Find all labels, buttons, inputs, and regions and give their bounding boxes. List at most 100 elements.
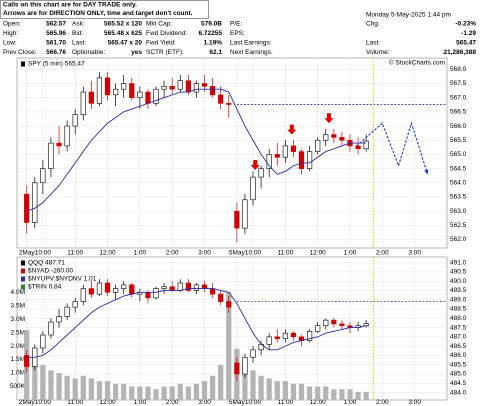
x-tick-label: 1:00 xyxy=(134,250,147,257)
candle-body xyxy=(258,168,264,178)
candle-body xyxy=(137,91,143,99)
volume-bar xyxy=(298,383,305,400)
candle-body xyxy=(226,103,232,105)
quote-value: 62.1 xyxy=(209,49,222,56)
candle-body xyxy=(282,145,288,158)
quote-value: yes xyxy=(131,49,142,56)
candle-body xyxy=(129,83,135,99)
quote-label: Chg: xyxy=(366,21,380,28)
volume-bar xyxy=(266,378,272,400)
x-tick-label: 3:00 xyxy=(198,399,211,406)
candle-body xyxy=(363,140,369,150)
quote-value: -1.29 xyxy=(461,30,476,37)
candle-body xyxy=(218,94,224,104)
volume-bar xyxy=(218,364,224,400)
candle-body xyxy=(72,301,78,308)
candle-body xyxy=(56,316,62,323)
volume-tick-label: 2.0M xyxy=(11,343,25,350)
volume-bar xyxy=(315,386,321,400)
candle-body xyxy=(331,319,337,325)
candle-body xyxy=(242,356,248,375)
volume-bar xyxy=(113,383,119,400)
quote-label: EPS: xyxy=(230,30,245,37)
candle-body xyxy=(266,154,272,169)
y-tick-label: 563.0 xyxy=(450,208,467,215)
candle-body xyxy=(96,282,103,295)
quote-label: Optionable: xyxy=(72,49,105,56)
quote-value: 562.57 xyxy=(46,21,66,28)
candle-body xyxy=(339,137,345,141)
y-tick-label: 484.0 xyxy=(450,389,467,396)
y-tick-label: 562.0 xyxy=(450,236,467,243)
volume-tick-label: 2.5M xyxy=(11,329,25,336)
y-tick-label: 488.0 xyxy=(450,315,467,322)
candle-body xyxy=(355,145,361,150)
candle-body xyxy=(145,91,151,104)
x-tick-label: 2May xyxy=(19,399,36,406)
candle-body xyxy=(298,151,305,169)
x-tick-label: 1:00 xyxy=(134,399,147,406)
volume-bar xyxy=(226,292,232,400)
x-tick-label: 11:00 xyxy=(277,399,293,406)
volume-bar xyxy=(290,383,297,400)
candle-body xyxy=(40,168,46,184)
candle-body xyxy=(201,284,208,289)
quote-label: Volume: xyxy=(366,49,390,56)
projection-line xyxy=(356,121,429,175)
legend-swatch xyxy=(21,268,25,274)
quote-value: 21,286,388 xyxy=(443,49,476,56)
volume-tick-label: 3.5M xyxy=(11,302,25,309)
volume-bar xyxy=(80,375,86,400)
x-tick-label: 10:00 xyxy=(35,250,52,257)
volume-bar xyxy=(40,364,46,400)
candle-body xyxy=(242,199,248,229)
candle-body xyxy=(193,83,200,93)
candle-body xyxy=(129,284,135,295)
candle-body xyxy=(177,80,183,90)
volume-bar xyxy=(88,378,94,400)
candle-body xyxy=(24,355,30,367)
quote-value: 565.48 x 625 xyxy=(104,30,142,37)
candle-body xyxy=(306,330,313,341)
direction-arrow xyxy=(287,124,297,135)
volume-bar xyxy=(64,375,70,400)
y-tick-label: 563.5 xyxy=(450,194,467,201)
x-tick-label: 2:00 xyxy=(376,250,389,257)
volume-bar xyxy=(282,381,288,400)
y-tick-label: 491.0 xyxy=(450,259,467,266)
volume-bar xyxy=(210,375,216,400)
legend-entry: $NYAD -260.00 xyxy=(28,268,73,275)
notes-box xyxy=(0,0,209,19)
y-tick-label: 489.5 xyxy=(450,287,467,294)
candle-body xyxy=(72,114,78,127)
moving-average xyxy=(26,288,367,358)
y-tick-label: 566.0 xyxy=(450,123,467,130)
candle-body xyxy=(363,323,369,327)
quote-value: -0.23% xyxy=(455,21,476,28)
candle-body xyxy=(210,86,216,96)
x-tick-label: 5May xyxy=(229,250,246,257)
volume-bar xyxy=(104,381,111,400)
x-tick-label: 1:00 xyxy=(344,250,357,257)
candle-body xyxy=(48,321,54,336)
x-tick-label: 12:00 xyxy=(99,250,116,257)
candle-body xyxy=(56,142,62,147)
quote-label: Ask: xyxy=(72,21,85,28)
x-tick-label: 12:00 xyxy=(310,399,327,406)
candle-body xyxy=(290,145,297,152)
y-tick-label: 488.5 xyxy=(450,306,467,313)
volume-bar xyxy=(323,386,329,400)
volume-tick-label: 1.5M xyxy=(11,356,25,363)
candle-body xyxy=(315,325,321,332)
candle-body xyxy=(153,88,159,104)
candle-body xyxy=(226,301,232,308)
volume-bar xyxy=(145,386,151,400)
volume-bar xyxy=(274,381,280,400)
candle-body xyxy=(210,288,216,295)
candle-body xyxy=(234,362,240,375)
quote-value: 565.47 xyxy=(456,40,476,47)
x-tick-label: 1:00 xyxy=(344,399,357,406)
volume-bar xyxy=(355,391,361,400)
quote-value: 1.19% xyxy=(204,40,223,47)
